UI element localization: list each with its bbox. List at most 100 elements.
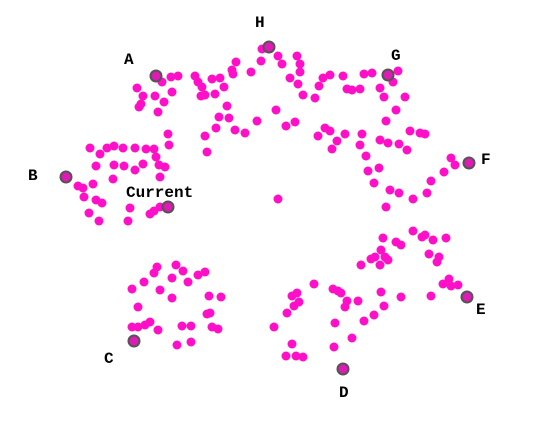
scatter-dot <box>378 233 388 243</box>
scatter-dot <box>408 226 418 236</box>
scatter-dot <box>375 83 385 93</box>
landmark-marker-e <box>460 290 474 304</box>
scatter-dot <box>408 194 418 204</box>
scatter-dot <box>290 117 300 127</box>
scatter-dot <box>310 93 320 103</box>
scatter-dot <box>211 123 221 133</box>
scatter-dot <box>202 147 212 157</box>
landmark-marker-g <box>381 68 395 82</box>
scatter-dot <box>329 342 339 352</box>
scatter-dot <box>453 280 463 290</box>
landmark-label-c: C <box>104 350 114 368</box>
scatter-dot <box>256 56 266 66</box>
scatter-dot <box>127 322 137 332</box>
scatter-dot <box>246 67 256 77</box>
scatter-dot <box>133 302 143 312</box>
scatter-dot <box>130 143 140 153</box>
landmark-marker-c <box>127 334 141 348</box>
scatter-dot <box>428 235 438 245</box>
scatter-dot <box>381 202 391 212</box>
scatter-dot <box>204 291 214 301</box>
scatter-dot <box>444 274 454 284</box>
scatter-dot <box>227 65 237 75</box>
scatter-dot <box>357 129 367 139</box>
scatter-dot <box>224 113 234 123</box>
landmark-marker-h <box>262 40 276 54</box>
scatter-dot <box>183 277 193 287</box>
scatter-dot <box>134 102 144 112</box>
scatter-dot <box>219 82 229 92</box>
scatter-dot <box>163 129 173 139</box>
scatter-dot <box>97 198 107 208</box>
scatter-dot <box>153 325 163 335</box>
scatter-dot <box>231 57 241 67</box>
landmark-label-e: E <box>476 301 486 319</box>
scatter-dot <box>396 292 406 302</box>
scatter-dot <box>285 73 295 83</box>
scatter-dot <box>313 131 323 141</box>
scatter-dot <box>361 151 371 161</box>
scatter-dot <box>269 322 279 332</box>
scatter-dot <box>396 240 406 250</box>
scatter-dot <box>359 316 369 326</box>
scatter-dot <box>420 129 430 139</box>
scatter-dot <box>210 89 220 99</box>
scatter-dot <box>109 160 119 170</box>
scatter-dot <box>95 149 105 159</box>
scatter-dot <box>432 257 442 267</box>
scatter-dot <box>205 308 215 318</box>
scatter-dot <box>438 279 448 289</box>
scatter-dot <box>376 287 386 297</box>
scatter-dot <box>197 82 207 92</box>
scatter-dot <box>282 308 292 318</box>
scatter-dot <box>108 174 118 184</box>
scatter-dot <box>355 84 365 94</box>
scatter-dot <box>446 153 456 163</box>
scatter-dot <box>167 293 177 303</box>
scatter-dot <box>151 152 161 162</box>
scatter-dot <box>375 260 385 270</box>
scatter-dot <box>292 288 302 298</box>
scatter-dot <box>295 59 305 69</box>
scatter-dot <box>292 51 302 61</box>
scatter-dot <box>167 87 177 97</box>
scatter-dot <box>391 105 401 115</box>
landmark-label-f: F <box>481 151 491 169</box>
scatter-dot <box>426 176 436 186</box>
scatter-dot <box>366 254 376 264</box>
scatter-dot <box>119 161 129 171</box>
scatter-dot <box>314 81 324 91</box>
scatter-dot <box>359 69 369 79</box>
landmark-label-b: B <box>28 167 38 185</box>
scatter-dot <box>91 161 101 171</box>
landmark-marker-b <box>59 170 73 184</box>
scatter-dot <box>424 249 434 259</box>
scatter-dot <box>200 90 210 100</box>
scatter-dot <box>139 277 149 287</box>
scatter-dot <box>400 92 410 102</box>
scatter-dot <box>369 178 379 188</box>
scatter-dot <box>338 71 348 81</box>
scatter-dot <box>85 143 95 153</box>
scatter-dot <box>164 140 174 150</box>
scatter-dot <box>155 285 165 295</box>
scatter-dot <box>325 70 335 80</box>
scatter-dot <box>207 74 217 84</box>
scatter-dot <box>130 165 140 175</box>
scatter-dot <box>379 301 389 311</box>
scatter-dot <box>379 92 389 102</box>
scatter-dot <box>356 260 366 270</box>
scatter-dot <box>78 183 88 193</box>
scatter-dot <box>240 128 250 138</box>
scatter-dot <box>405 126 415 136</box>
scatter-dot <box>325 126 335 136</box>
scatter-dot <box>155 172 165 182</box>
scatter-dot <box>309 279 319 289</box>
scatter-dot <box>353 296 363 306</box>
scatter-dot <box>79 192 89 202</box>
scatter-dot <box>172 340 182 350</box>
scatter-dot <box>273 194 283 204</box>
scatter-dot <box>446 281 456 291</box>
scatter-dot <box>298 352 308 362</box>
